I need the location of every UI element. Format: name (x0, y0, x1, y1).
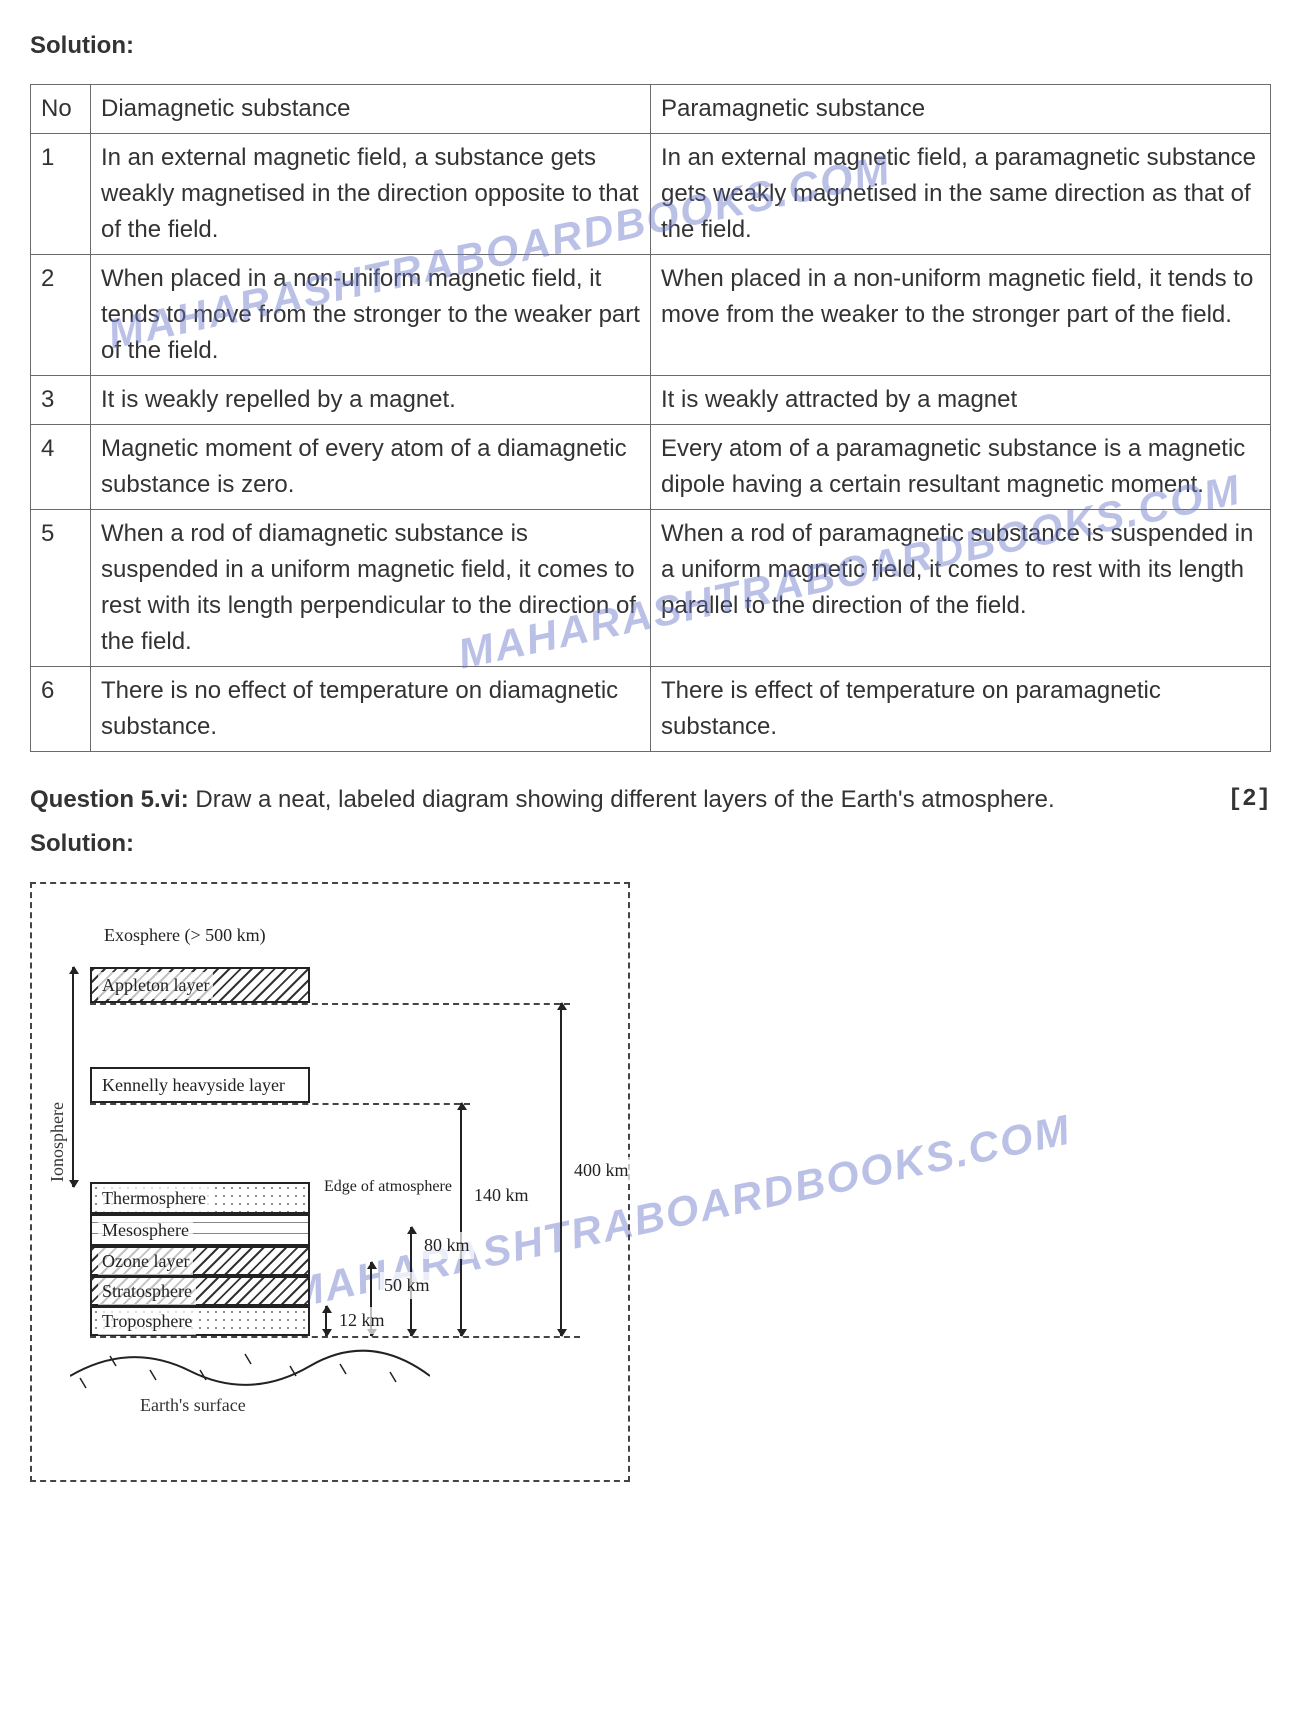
ionosphere-label: Ionosphere (44, 1102, 71, 1182)
cell-dia: In an external magnetic field, a substan… (91, 134, 651, 255)
label-400km: 400 km (570, 1157, 633, 1184)
edge-label: Edge of atmosphere (320, 1178, 456, 1196)
cell-dia: There is no effect of temperature on dia… (91, 667, 651, 752)
ozone-layer: Ozone layer (90, 1246, 310, 1276)
earth-surface-curve (70, 1336, 430, 1406)
cell-no: 1 (31, 134, 91, 255)
header-paramagnetic: Paramagnetic substance (651, 85, 1271, 134)
question-marks: [2] (1228, 782, 1271, 818)
arrow-12km (325, 1306, 327, 1336)
thermosphere-layer: Thermosphere (90, 1182, 310, 1214)
cell-dia: Magnetic moment of every atom of a diama… (91, 425, 651, 510)
label-80km: 80 km (420, 1232, 474, 1259)
kennelly-label: Kennelly heavyside layer (98, 1072, 289, 1099)
arrow-400km (560, 1003, 562, 1336)
cell-para: When a rod of paramagnetic substance is … (651, 510, 1271, 667)
table-row: 5 When a rod of diamagnetic substance is… (31, 510, 1271, 667)
mesosphere-label: Mesosphere (98, 1217, 193, 1244)
exosphere-label: Exosphere (> 500 km) (100, 922, 270, 949)
cell-para: Every atom of a paramagnetic substance i… (651, 425, 1271, 510)
cell-no: 4 (31, 425, 91, 510)
label-50km: 50 km (380, 1272, 434, 1299)
table-row: 3 It is weakly repelled by a magnet. It … (31, 376, 1271, 425)
dash-line (90, 1103, 470, 1105)
cell-dia: When a rod of diamagnetic substance is s… (91, 510, 651, 667)
appleton-label: Appleton layer (98, 972, 213, 999)
kennelly-layer: Kennelly heavyside layer (90, 1067, 310, 1103)
thermosphere-label: Thermosphere (98, 1185, 210, 1212)
appleton-layer: Appleton layer (90, 967, 310, 1003)
table-row: 1 In an external magnetic field, a subst… (31, 134, 1271, 255)
header-no: No (31, 85, 91, 134)
cell-no: 5 (31, 510, 91, 667)
table-row: No Diamagnetic substance Paramagnetic su… (31, 85, 1271, 134)
stratosphere-layer: Stratosphere (90, 1276, 310, 1306)
cell-para: In an external magnetic field, a paramag… (651, 134, 1271, 255)
stratosphere-label: Stratosphere (98, 1278, 196, 1305)
cell-dia: It is weakly repelled by a magnet. (91, 376, 651, 425)
cell-no: 6 (31, 667, 91, 752)
table-row: 6 There is no effect of temperature on d… (31, 667, 1271, 752)
header-diamagnetic: Diamagnetic substance (91, 85, 651, 134)
arrow-140km (460, 1103, 462, 1336)
troposphere-label: Troposphere (98, 1308, 196, 1335)
comparison-table: No Diamagnetic substance Paramagnetic su… (30, 84, 1271, 752)
table-row: 4 Magnetic moment of every atom of a dia… (31, 425, 1271, 510)
ozone-label: Ozone layer (98, 1248, 193, 1275)
cell-para: When placed in a non-uniform magnetic fi… (651, 255, 1271, 376)
cell-dia: When placed in a non-uniform magnetic fi… (91, 255, 651, 376)
label-140km: 140 km (470, 1182, 533, 1209)
label-12km: 12 km (335, 1307, 389, 1334)
question-text: Draw a neat, labeled diagram showing dif… (189, 786, 1055, 813)
atmosphere-diagram: Exosphere (> 500 km) Appleton layer Kenn… (30, 882, 650, 1502)
cell-para: It is weakly attracted by a magnet (651, 376, 1271, 425)
dash-line (90, 1003, 570, 1005)
cell-para: There is effect of temperature on parama… (651, 667, 1271, 752)
cell-no: 2 (31, 255, 91, 376)
earth-surface-label: Earth's surface (140, 1392, 246, 1419)
solution-heading-2: Solution: (30, 826, 1271, 862)
table-row: 2 When placed in a non-uniform magnetic … (31, 255, 1271, 376)
mesosphere-layer: Mesosphere (90, 1214, 310, 1246)
question-label: Question 5.vi: (30, 786, 189, 813)
ionosphere-arrow (72, 967, 74, 1187)
question-row: Question 5.vi: Draw a neat, labeled diag… (30, 782, 1271, 818)
cell-no: 3 (31, 376, 91, 425)
troposphere-layer: Troposphere (90, 1306, 310, 1336)
solution-heading: Solution: (30, 28, 1271, 64)
